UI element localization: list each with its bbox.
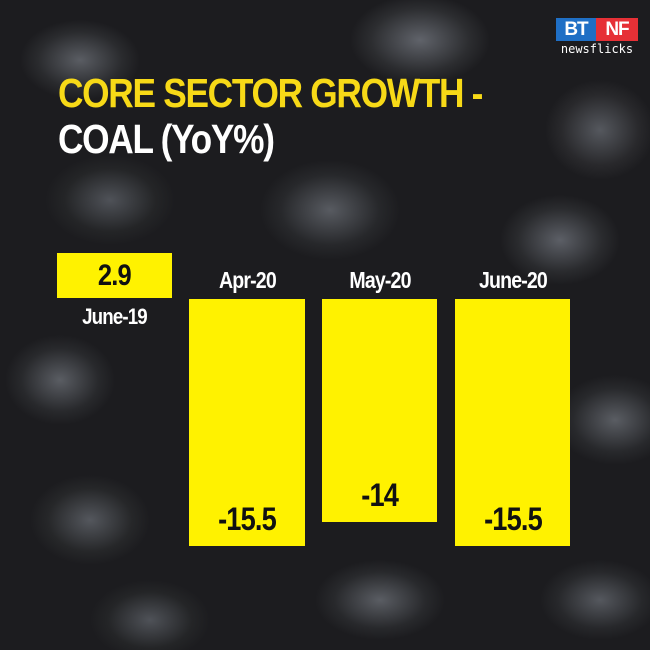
title-line-1: CORE SECTOR GROWTH - (58, 70, 483, 116)
logo-nf: NF (596, 18, 638, 41)
title-line-2: COAL (YoY%) (58, 116, 275, 162)
bt-newsflicks-logo: BT NF newsflicks (556, 18, 638, 56)
bar-value-june-20: -15.5 (483, 501, 543, 537)
logo-box: BT NF (556, 18, 638, 41)
logo-bt: BT (556, 18, 596, 41)
reference-value-box: 2.9 (57, 253, 172, 298)
bar-june-20: -15.5 (455, 299, 570, 546)
bar-apr-20: -15.5 (189, 299, 305, 546)
reference-value: 2.9 (98, 258, 132, 292)
bar-label-june-20: June-20 (478, 267, 548, 293)
bar-value-may-20: -14 (361, 477, 399, 513)
bar-may-20: -14 (322, 299, 437, 522)
chart-title: CORE SECTOR GROWTH - COAL (YoY%) (58, 70, 483, 162)
bar-label-apr-20: Apr-20 (218, 267, 277, 293)
bar-label-may-20: May-20 (348, 267, 411, 293)
bar-value-apr-20: -15.5 (218, 501, 277, 537)
logo-subtitle: newsflicks (560, 42, 634, 56)
reference-label: June-19 (82, 304, 148, 329)
